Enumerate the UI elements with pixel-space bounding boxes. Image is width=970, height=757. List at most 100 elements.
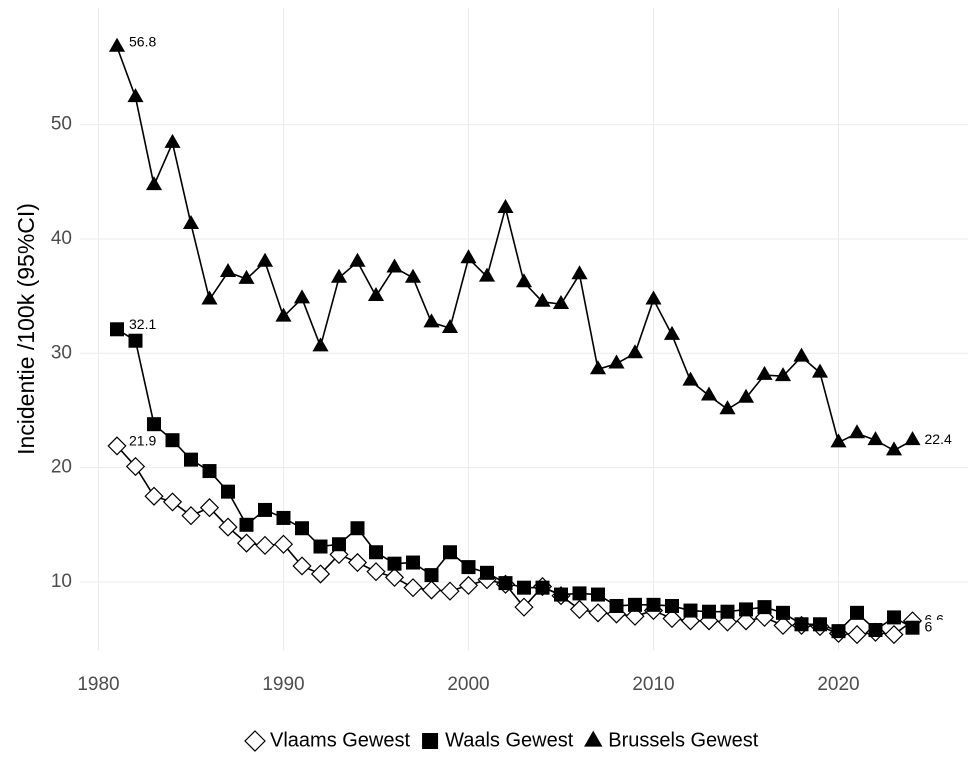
marker	[773, 615, 793, 636]
marker	[702, 604, 716, 619]
marker	[831, 624, 846, 639]
marker	[572, 586, 587, 601]
marker	[737, 388, 755, 403]
marker	[905, 620, 920, 635]
marker	[312, 337, 329, 352]
marker	[628, 597, 642, 612]
marker	[125, 456, 146, 477]
marker	[403, 578, 423, 598]
marker	[608, 354, 625, 369]
marker	[202, 464, 217, 479]
legend: Vlaams Gewest Waals Gewest Brussels Gewest	[244, 729, 759, 752]
marker	[330, 268, 348, 283]
marker	[584, 730, 603, 747]
marker	[292, 556, 312, 576]
marker	[719, 400, 736, 415]
marker	[480, 565, 494, 580]
marker	[552, 295, 570, 310]
marker	[458, 575, 479, 595]
marker	[350, 521, 365, 536]
marker	[517, 580, 531, 595]
marker	[295, 521, 309, 536]
marker	[514, 597, 534, 617]
marker	[662, 608, 682, 629]
marker	[645, 290, 662, 305]
marker	[440, 581, 460, 601]
marker	[238, 269, 255, 284]
marker	[904, 431, 921, 446]
y-axis-label: Incidentie /100k (95%CI)	[13, 203, 39, 455]
marker	[164, 133, 181, 148]
marker	[739, 602, 753, 617]
marker	[387, 556, 402, 571]
y-tick-label: 20	[51, 457, 72, 478]
value-label-bg	[127, 34, 157, 51]
marker	[609, 598, 624, 613]
value-label-bg	[922, 619, 953, 636]
marker	[663, 325, 681, 340]
marker	[776, 605, 790, 620]
marker	[423, 313, 440, 328]
y-tick-label: 50	[51, 114, 72, 135]
marker	[720, 604, 735, 619]
value-label-bg	[127, 317, 157, 334]
marker	[868, 622, 883, 637]
marker	[588, 603, 608, 623]
marker	[646, 597, 661, 612]
marker	[571, 265, 588, 280]
marker	[680, 611, 701, 631]
marker	[589, 360, 607, 375]
marker	[310, 564, 331, 584]
marker	[384, 567, 405, 587]
marker	[184, 452, 198, 467]
x-tick-label: 2020	[817, 674, 859, 695]
marker	[199, 498, 220, 518]
marker	[626, 344, 644, 359]
marker	[181, 506, 201, 526]
marker	[736, 611, 756, 631]
marker	[794, 617, 809, 632]
marker	[422, 733, 439, 749]
marker	[347, 552, 368, 573]
y-tick-label: 30	[51, 342, 72, 363]
marker	[349, 252, 366, 267]
legend-label: Waals Gewest	[445, 729, 574, 751]
marker	[774, 367, 792, 382]
marker	[498, 576, 513, 591]
marker	[757, 600, 772, 615]
value-label: 32.1	[129, 316, 156, 332]
value-label-bg	[922, 432, 953, 449]
marker	[256, 252, 274, 267]
legend-label: Vlaams Gewest	[270, 729, 410, 751]
marker	[461, 560, 476, 575]
marker	[182, 214, 200, 229]
marker	[162, 492, 183, 512]
marker	[847, 624, 867, 645]
marker	[424, 568, 439, 583]
marker	[275, 307, 292, 322]
marker	[273, 534, 294, 554]
value-label-bg	[127, 433, 157, 450]
marker	[110, 322, 124, 337]
value-label: 6	[925, 618, 933, 634]
value-label: 22.4	[925, 431, 952, 447]
marker	[367, 287, 385, 302]
marker	[887, 610, 901, 625]
marker	[625, 606, 645, 626]
marker	[236, 533, 257, 553]
marker	[258, 502, 272, 517]
marker	[554, 587, 568, 602]
x-tick-label: 1980	[77, 674, 119, 695]
series-line	[116, 328, 913, 633]
marker	[144, 486, 164, 506]
marker	[313, 539, 328, 554]
marker	[813, 617, 827, 632]
series-line	[116, 445, 913, 636]
marker	[443, 545, 457, 560]
marker	[276, 510, 291, 525]
marker	[683, 603, 698, 618]
marker	[128, 333, 143, 348]
marker	[811, 363, 829, 378]
marker	[218, 517, 238, 537]
